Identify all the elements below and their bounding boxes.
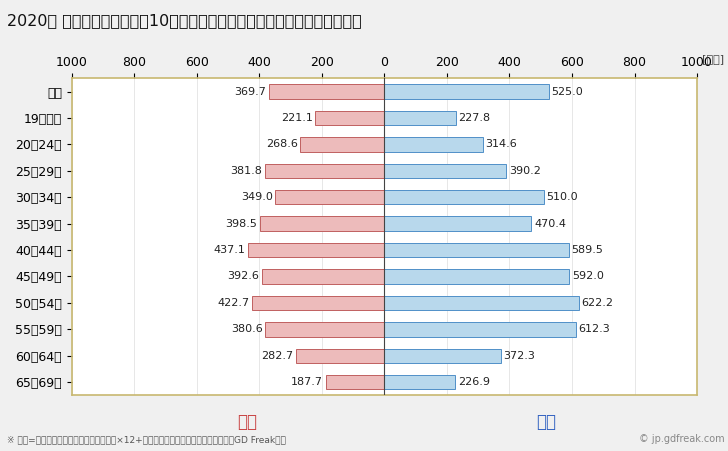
Bar — [384, 164, 507, 178]
Text: 369.7: 369.7 — [234, 87, 266, 97]
Bar — [261, 269, 384, 284]
Text: 381.8: 381.8 — [231, 166, 262, 176]
Bar — [384, 243, 569, 258]
Bar — [252, 296, 384, 310]
Bar — [384, 296, 579, 310]
Bar — [296, 349, 384, 363]
Bar — [384, 269, 569, 284]
Text: 282.7: 282.7 — [261, 351, 293, 361]
Text: 349.0: 349.0 — [241, 192, 273, 202]
Text: ※ 年収=「きまって支給する現金給与額」×12+「年間賞与その他特別給与額」としてGD Freak推計: ※ 年収=「きまって支給する現金給与額」×12+「年間賞与その他特別給与額」とし… — [7, 435, 286, 444]
Text: 268.6: 268.6 — [266, 139, 298, 149]
Text: 390.2: 390.2 — [509, 166, 541, 176]
Text: 589.5: 589.5 — [571, 245, 603, 255]
Text: 437.1: 437.1 — [213, 245, 245, 255]
Text: 470.4: 470.4 — [534, 219, 566, 229]
Text: 男性: 男性 — [536, 413, 556, 431]
Text: [万円]: [万円] — [703, 54, 724, 64]
Text: 187.7: 187.7 — [291, 377, 323, 387]
Bar — [269, 84, 384, 99]
Bar — [384, 110, 456, 125]
Text: 592.0: 592.0 — [572, 272, 604, 281]
Text: 227.8: 227.8 — [458, 113, 490, 123]
Text: 2020年 民間企業（従業者数10人以上）フルタイム労働者の男女別平均年収: 2020年 民間企業（従業者数10人以上）フルタイム労働者の男女別平均年収 — [7, 14, 362, 28]
Text: 221.1: 221.1 — [281, 113, 313, 123]
Text: 226.9: 226.9 — [458, 377, 490, 387]
Bar — [265, 322, 384, 336]
Text: 525.0: 525.0 — [551, 87, 583, 97]
Text: 392.6: 392.6 — [227, 272, 259, 281]
Bar — [384, 322, 576, 336]
Text: 314.6: 314.6 — [486, 139, 517, 149]
Bar — [325, 375, 384, 390]
Bar — [301, 137, 384, 152]
Bar — [384, 137, 483, 152]
Bar — [384, 190, 544, 204]
Text: 398.5: 398.5 — [226, 219, 257, 229]
Bar — [248, 243, 384, 258]
Bar — [384, 216, 531, 231]
Text: 女性: 女性 — [237, 413, 258, 431]
Text: 380.6: 380.6 — [231, 324, 263, 334]
Bar — [260, 216, 384, 231]
Text: 510.0: 510.0 — [546, 192, 578, 202]
Text: 422.7: 422.7 — [218, 298, 250, 308]
Text: © jp.gdfreak.com: © jp.gdfreak.com — [638, 434, 724, 444]
Bar — [384, 349, 501, 363]
Text: 622.2: 622.2 — [582, 298, 614, 308]
Bar — [384, 375, 455, 390]
Bar — [384, 84, 548, 99]
Bar — [275, 190, 384, 204]
Text: 372.3: 372.3 — [503, 351, 535, 361]
Text: 612.3: 612.3 — [578, 324, 610, 334]
Bar — [265, 164, 384, 178]
Bar — [315, 110, 384, 125]
